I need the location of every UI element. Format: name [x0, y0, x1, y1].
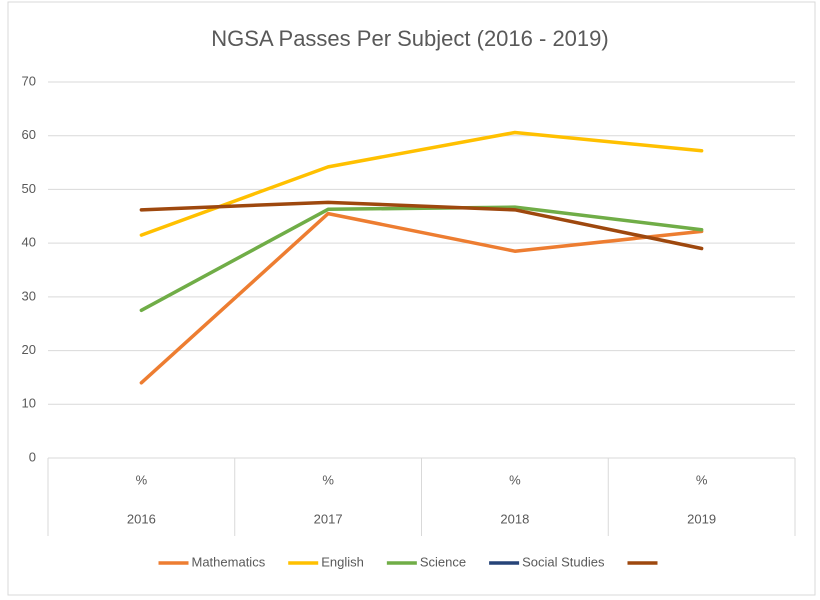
chart-title: NGSA Passes Per Subject (2016 - 2019)	[211, 26, 608, 51]
legend-label: Social Studies	[522, 554, 605, 569]
legend-label: Science	[420, 554, 466, 569]
y-tick-label: 0	[29, 449, 36, 464]
y-tick-label: 30	[22, 288, 36, 303]
y-tick-label: 40	[22, 235, 36, 250]
legend-label: Mathematics	[192, 554, 266, 569]
x-sublabel: %	[322, 472, 334, 487]
series-line	[139, 211, 704, 385]
series-line	[139, 200, 704, 251]
x-sublabel: %	[136, 472, 148, 487]
series-line	[139, 130, 704, 237]
y-tick-label: 50	[22, 181, 36, 196]
y-tick-label: 60	[22, 127, 36, 142]
chart-border	[7, 1, 816, 596]
x-sublabel: %	[696, 472, 708, 487]
y-tick-label: 20	[22, 342, 36, 357]
x-tick-label: 2018	[500, 511, 529, 526]
x-sublabel: %	[509, 472, 521, 487]
series-line	[139, 205, 704, 313]
x-tick-label: 2016	[127, 511, 156, 526]
y-tick-label: 70	[22, 73, 36, 88]
x-tick-label: 2019	[687, 511, 716, 526]
x-tick-label: 2017	[314, 511, 343, 526]
y-tick-label: 10	[22, 396, 36, 411]
legend-label: English	[321, 554, 364, 569]
